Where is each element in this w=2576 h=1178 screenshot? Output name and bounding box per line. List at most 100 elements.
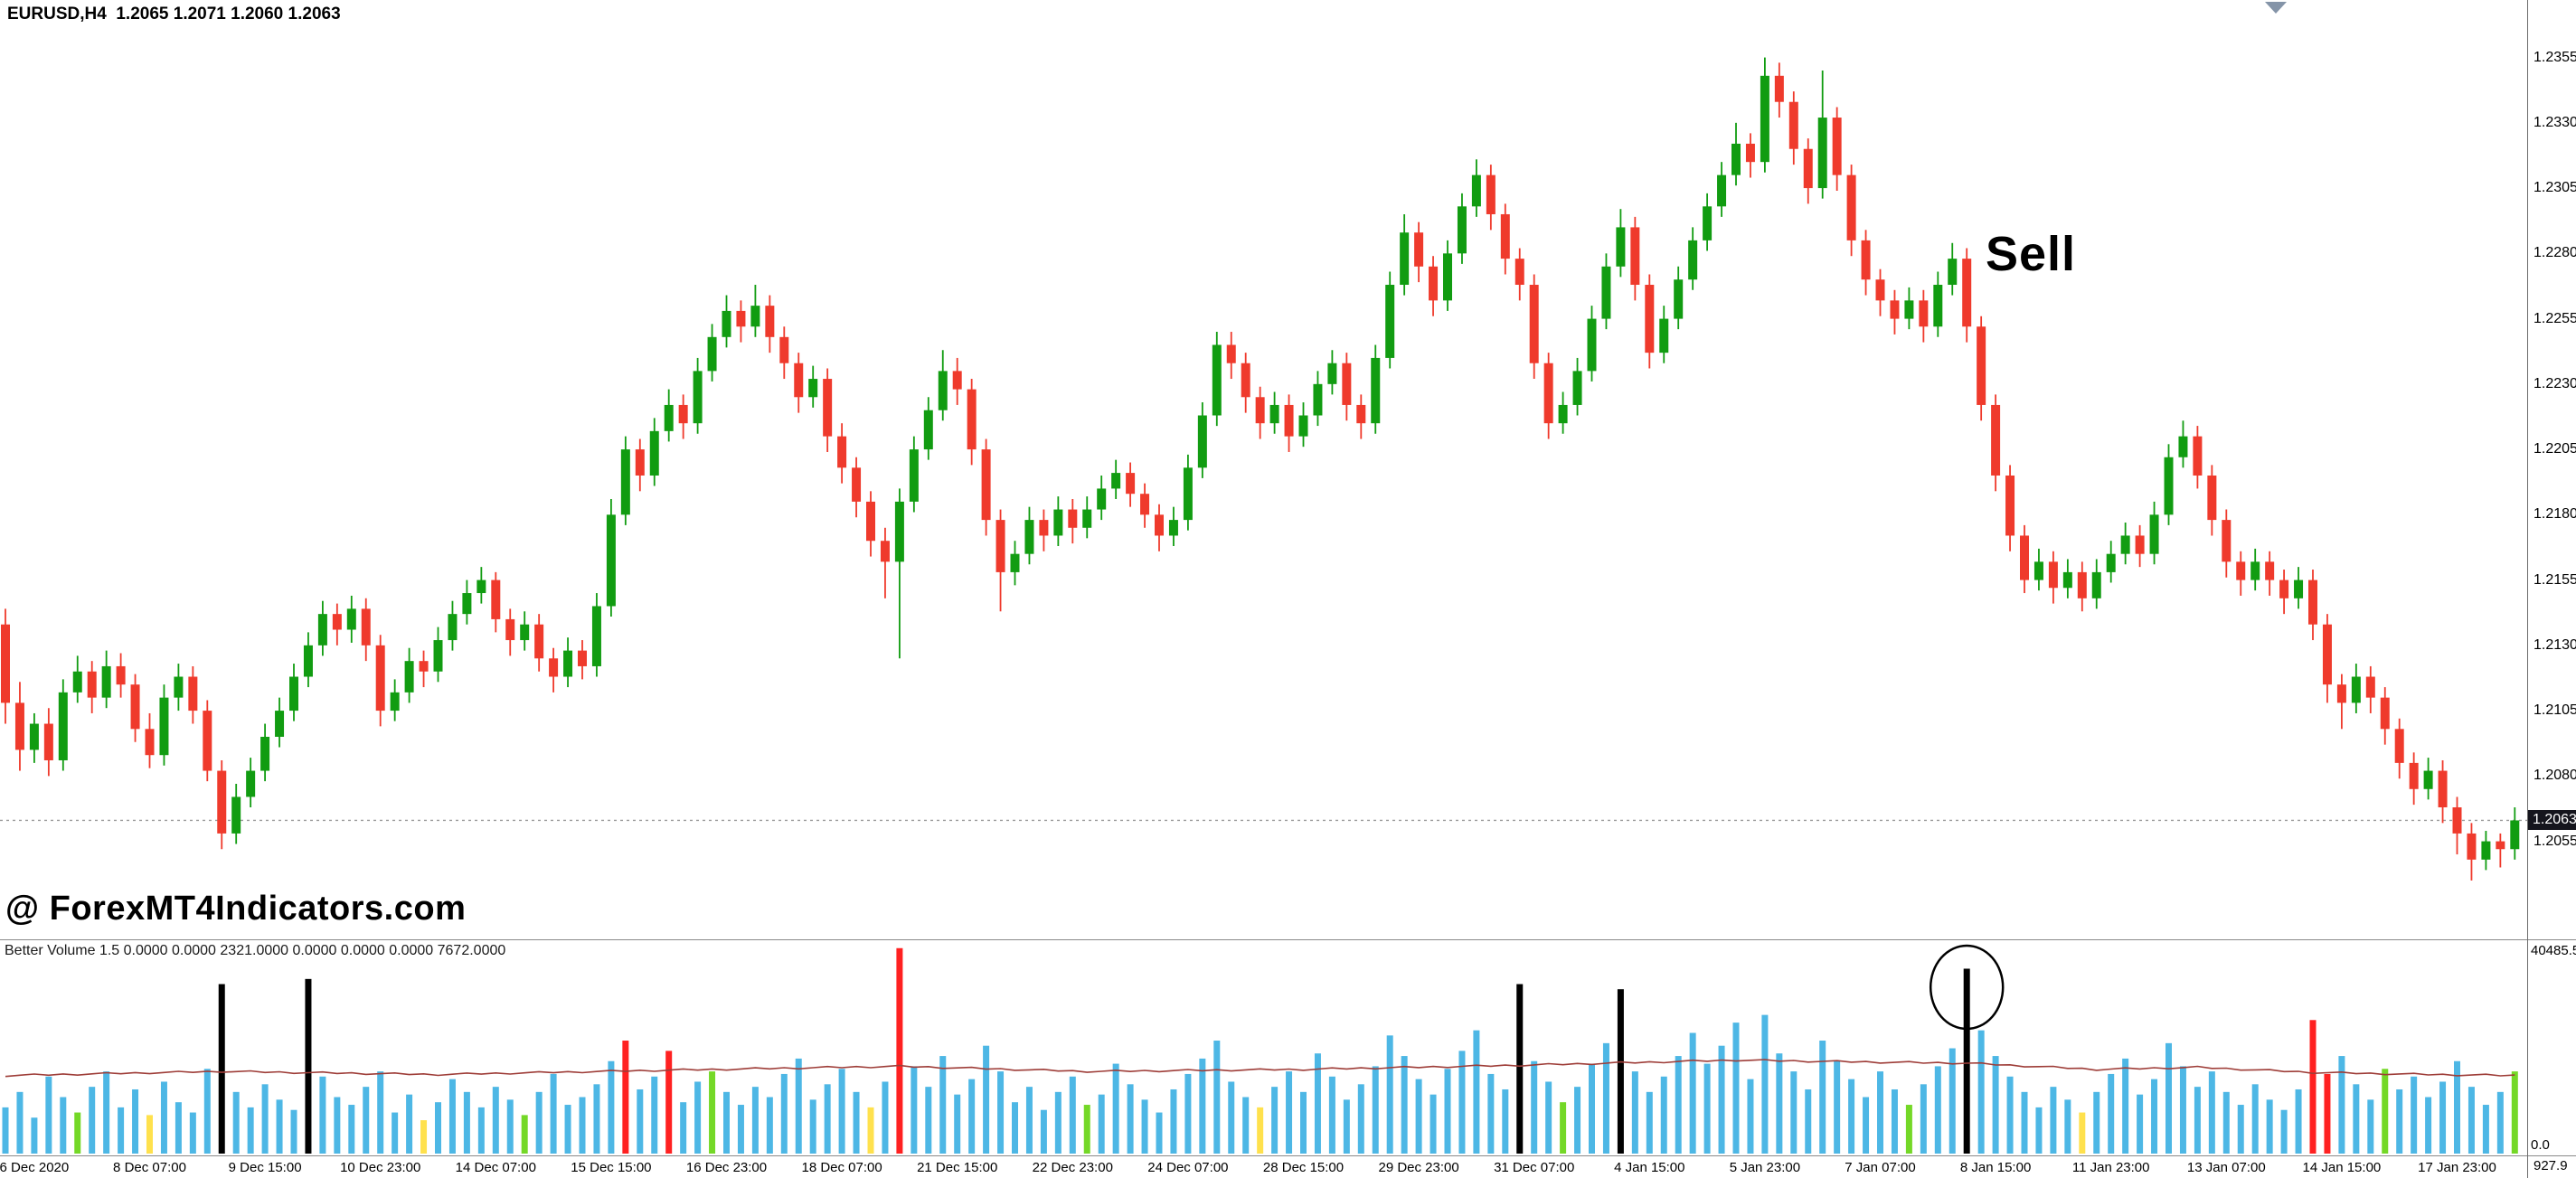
candle-body: [14, 702, 24, 750]
volume-bar: [2222, 1091, 2230, 1154]
candlestick: [2481, 831, 2491, 871]
volume-bar: [1184, 1073, 1192, 1154]
candle-body: [1674, 279, 1684, 319]
candlestick: [1948, 242, 1958, 296]
candlestick: [1717, 162, 1727, 217]
candlestick: [332, 603, 342, 646]
time-axis-label: 13 Jan 07:00: [2186, 1160, 2266, 1175]
candlestick: [981, 438, 991, 536]
volume-bar: [45, 1076, 52, 1154]
candle-body: [722, 310, 731, 337]
volume-bar: [911, 1066, 918, 1154]
candle-body: [808, 379, 818, 398]
candle-body: [1803, 148, 1813, 189]
volume-bar: [1025, 1087, 1033, 1154]
volume-bar: [2496, 1091, 2504, 1154]
volume-bar: [1444, 1069, 1451, 1154]
circle-annotation: [1929, 944, 2005, 1031]
candle-body: [390, 692, 400, 712]
volume-bar: [1156, 1112, 1163, 1154]
candle-body: [1774, 75, 1784, 102]
candlestick: [1168, 506, 1178, 547]
volume-bar: [406, 1094, 413, 1154]
sell-annotation: Sell: [1986, 227, 2077, 281]
candle-body: [2062, 571, 2072, 589]
candle-body: [2265, 561, 2275, 580]
candlestick: [1558, 391, 1568, 434]
price-axis-label: 1.2330: [2534, 114, 2576, 130]
candle-body: [1385, 285, 1395, 358]
price-axis[interactable]: 1.2063 40485.5 0.0 927.9 1.2355 1.2330 1.2…: [2528, 0, 2576, 1178]
candle-body: [1630, 227, 1640, 286]
candle-body: [765, 306, 775, 337]
candlestick: [2020, 524, 2029, 594]
candle-body: [837, 436, 847, 468]
candlestick: [1572, 357, 1582, 416]
volume-bar: [435, 1102, 441, 1154]
candlestick: [1962, 248, 1972, 343]
candlestick: [390, 679, 400, 721]
volume-bar: [1012, 1102, 1018, 1154]
window-divider[interactable]: [0, 939, 2576, 940]
volume-bar: [838, 1069, 845, 1154]
volume-bar: [1689, 1032, 1696, 1154]
candle-body: [505, 618, 515, 641]
time-axis[interactable]: 6 Dec 2020 8 Dec 07:00 9 Dec 15:00 10 Dec 2…: [0, 1156, 2527, 1178]
volume-bar: [2021, 1091, 2028, 1154]
volume-bar: [420, 1120, 428, 1154]
volume-bar: [1386, 1035, 1393, 1154]
price-axis-label: 1.2205: [2534, 441, 2576, 457]
volume-bar: [1863, 1097, 1870, 1154]
candle-body: [779, 336, 789, 363]
candlestick: [852, 457, 862, 518]
volume-bar: [1545, 1081, 1552, 1154]
candle-body: [2294, 580, 2304, 598]
candle-body: [2091, 571, 2101, 598]
candlestick: [2222, 509, 2232, 578]
candlestick: [1890, 289, 1900, 335]
candlestick: [1126, 462, 1136, 507]
candlestick: [1414, 221, 1424, 283]
volume-bar: [521, 1115, 528, 1154]
candlestick: [361, 598, 371, 662]
candle-body: [1543, 363, 1553, 424]
candle-body: [1298, 415, 1308, 437]
volume-bar: [1286, 1071, 1293, 1154]
volume-bar: [1300, 1091, 1307, 1154]
volume-indicator-panel[interactable]: [0, 940, 2527, 1155]
candle-body: [2351, 676, 2361, 703]
candlestick: [87, 661, 97, 713]
candle-body: [1703, 206, 1713, 240]
candlestick: [1053, 496, 1063, 547]
candlestick: [563, 637, 573, 688]
candlestick: [765, 295, 775, 353]
volume-bar: [1502, 1088, 1509, 1154]
time-axis-label: 9 Dec 15:00: [228, 1160, 302, 1175]
price-axis-label: 1.2255: [2534, 310, 2576, 326]
candlestick: [72, 655, 82, 703]
price-axis-label: 1.2055: [2534, 833, 2576, 849]
time-axis-divider: [0, 1155, 2576, 1156]
candle-body: [995, 520, 1005, 572]
candlestick: [794, 353, 804, 413]
candlestick: [591, 593, 601, 677]
candle-body: [1010, 553, 1020, 572]
candlestick: [1356, 394, 1366, 439]
volume-bar: [1949, 1048, 1956, 1154]
volume-bar: [2353, 1084, 2360, 1154]
chart-shift-marker-icon[interactable]: [2262, 0, 2289, 16]
candle-body: [1414, 232, 1424, 267]
candlestick: [1082, 496, 1092, 539]
volume-bar: [160, 1081, 167, 1154]
volume-bar: [492, 1087, 499, 1154]
candlestick: [1703, 193, 1713, 251]
price-axis-label: 1.2155: [2534, 571, 2576, 588]
candlestick: [1659, 306, 1669, 363]
candlestick: [1846, 165, 1856, 257]
price-chart[interactable]: [0, 0, 2527, 938]
candlestick: [203, 700, 212, 782]
time-axis-label: 22 Dec 23:00: [1032, 1160, 1113, 1175]
candle-body: [534, 624, 544, 659]
volume-bar: [809, 1099, 816, 1154]
candlestick: [101, 650, 111, 709]
